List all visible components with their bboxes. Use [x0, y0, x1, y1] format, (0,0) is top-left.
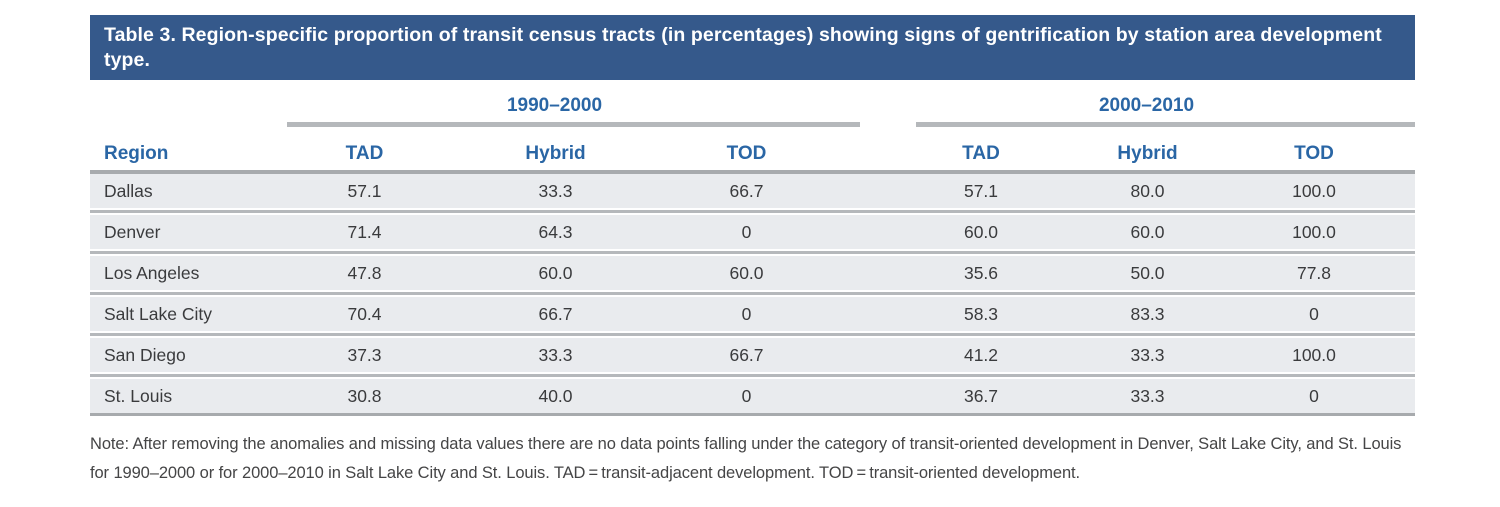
- row-separator: [90, 208, 1415, 215]
- value-cell: 100.0: [1292, 221, 1336, 242]
- table-note: Note: After removing the anomalies and m…: [90, 435, 1402, 482]
- value-cell: 0: [741, 303, 752, 324]
- value-cell: 0: [741, 385, 752, 406]
- table-title: Table 3. Region-specific proportion of t…: [104, 24, 1382, 71]
- table-title-bar: Table 3. Region-specific proportion of t…: [90, 15, 1415, 80]
- value-cell: 60.0: [963, 221, 999, 242]
- value-cell: 50.0: [1130, 262, 1165, 283]
- region-cell: St. Louis: [104, 385, 173, 406]
- column-header-region: Region: [104, 143, 169, 164]
- value-cell: 37.3: [347, 344, 382, 365]
- region-cell: Los Angeles: [104, 262, 200, 283]
- value-cell: 71.4: [347, 221, 382, 242]
- column-header-row: Region TAD Hybrid TOD TAD Hybrid TOD: [90, 141, 1415, 167]
- column-header-tad-1: TAD: [345, 143, 384, 164]
- value-cell: 41.2: [963, 344, 999, 365]
- period-underline-row: [90, 122, 1415, 127]
- value-cell: 47.8: [347, 262, 382, 283]
- table-figure: Table 3. Region-specific proportion of t…: [90, 15, 1415, 488]
- value-cell: 70.4: [347, 303, 382, 324]
- table-row-dallas: Dallas 57.1 33.3 66.7 57.1 80.0 100.0: [90, 174, 1415, 208]
- table-row-los-angeles: Los Angeles 47.8 60.0 60.0 35.6 50.0 77.…: [90, 256, 1415, 290]
- region-cell: San Diego: [104, 344, 186, 365]
- value-cell: 33.3: [538, 344, 573, 365]
- row-separator: [90, 331, 1415, 338]
- row-separator: [90, 372, 1415, 379]
- value-cell: 100.0: [1292, 344, 1336, 365]
- value-cell: 33.3: [1130, 344, 1165, 365]
- value-cell: 40.0: [538, 385, 573, 406]
- value-cell: 66.7: [729, 344, 764, 365]
- value-cell: 0: [741, 221, 752, 242]
- row-separator: [90, 249, 1415, 256]
- column-header-tod-1: TOD: [726, 143, 767, 164]
- value-cell: 57.1: [963, 180, 999, 201]
- column-header-hybrid-2: Hybrid: [1117, 143, 1178, 164]
- table-row-san-diego: San Diego 37.3 33.3 66.7 41.2 33.3 100.0: [90, 338, 1415, 372]
- region-cell: Dallas: [104, 180, 153, 201]
- value-cell: 60.0: [538, 262, 573, 283]
- column-header-hybrid-1: Hybrid: [525, 143, 586, 164]
- header-rule: [90, 170, 1415, 174]
- value-cell: 0: [1309, 385, 1319, 406]
- period-label-1990-2000: 1990–2000: [506, 95, 603, 116]
- period-underline-1990-2000: [287, 122, 860, 127]
- period-underline-2000-2010: [916, 122, 1415, 127]
- value-cell: 35.6: [963, 262, 999, 283]
- value-cell: 64.3: [538, 221, 573, 242]
- value-cell: 66.7: [729, 180, 764, 201]
- value-cell: 36.7: [963, 385, 999, 406]
- value-cell: 33.3: [1130, 385, 1165, 406]
- value-cell: 60.0: [1130, 221, 1165, 242]
- value-cell: 80.0: [1130, 180, 1165, 201]
- table-row-salt-lake-city: Salt Lake City 70.4 66.7 0 58.3 83.3 0: [90, 297, 1415, 331]
- table-bottom-rule: [90, 413, 1415, 416]
- period-header-row: 1990–2000 2000–2010: [90, 94, 1415, 118]
- period-label-2000-2010: 2000–2010: [1098, 95, 1195, 116]
- row-separator: [90, 290, 1415, 297]
- table-row-denver: Denver 71.4 64.3 0 60.0 60.0 100.0: [90, 215, 1415, 249]
- column-header-tod-2: TOD: [1294, 143, 1334, 164]
- value-cell: 57.1: [347, 180, 382, 201]
- value-cell: 0: [1309, 303, 1319, 324]
- value-cell: 77.8: [1296, 262, 1332, 283]
- value-cell: 58.3: [963, 303, 999, 324]
- table-row-st-louis: St. Louis 30.8 40.0 0 36.7 33.3 0: [90, 379, 1415, 413]
- value-cell: 30.8: [347, 385, 382, 406]
- value-cell: 100.0: [1292, 180, 1336, 201]
- value-cell: 66.7: [538, 303, 573, 324]
- value-cell: 60.0: [729, 262, 764, 283]
- region-cell: Salt Lake City: [104, 303, 212, 324]
- value-cell: 83.3: [1130, 303, 1165, 324]
- column-header-tad-2: TAD: [962, 143, 1000, 164]
- region-cell: Denver: [104, 221, 161, 242]
- value-cell: 33.3: [538, 180, 573, 201]
